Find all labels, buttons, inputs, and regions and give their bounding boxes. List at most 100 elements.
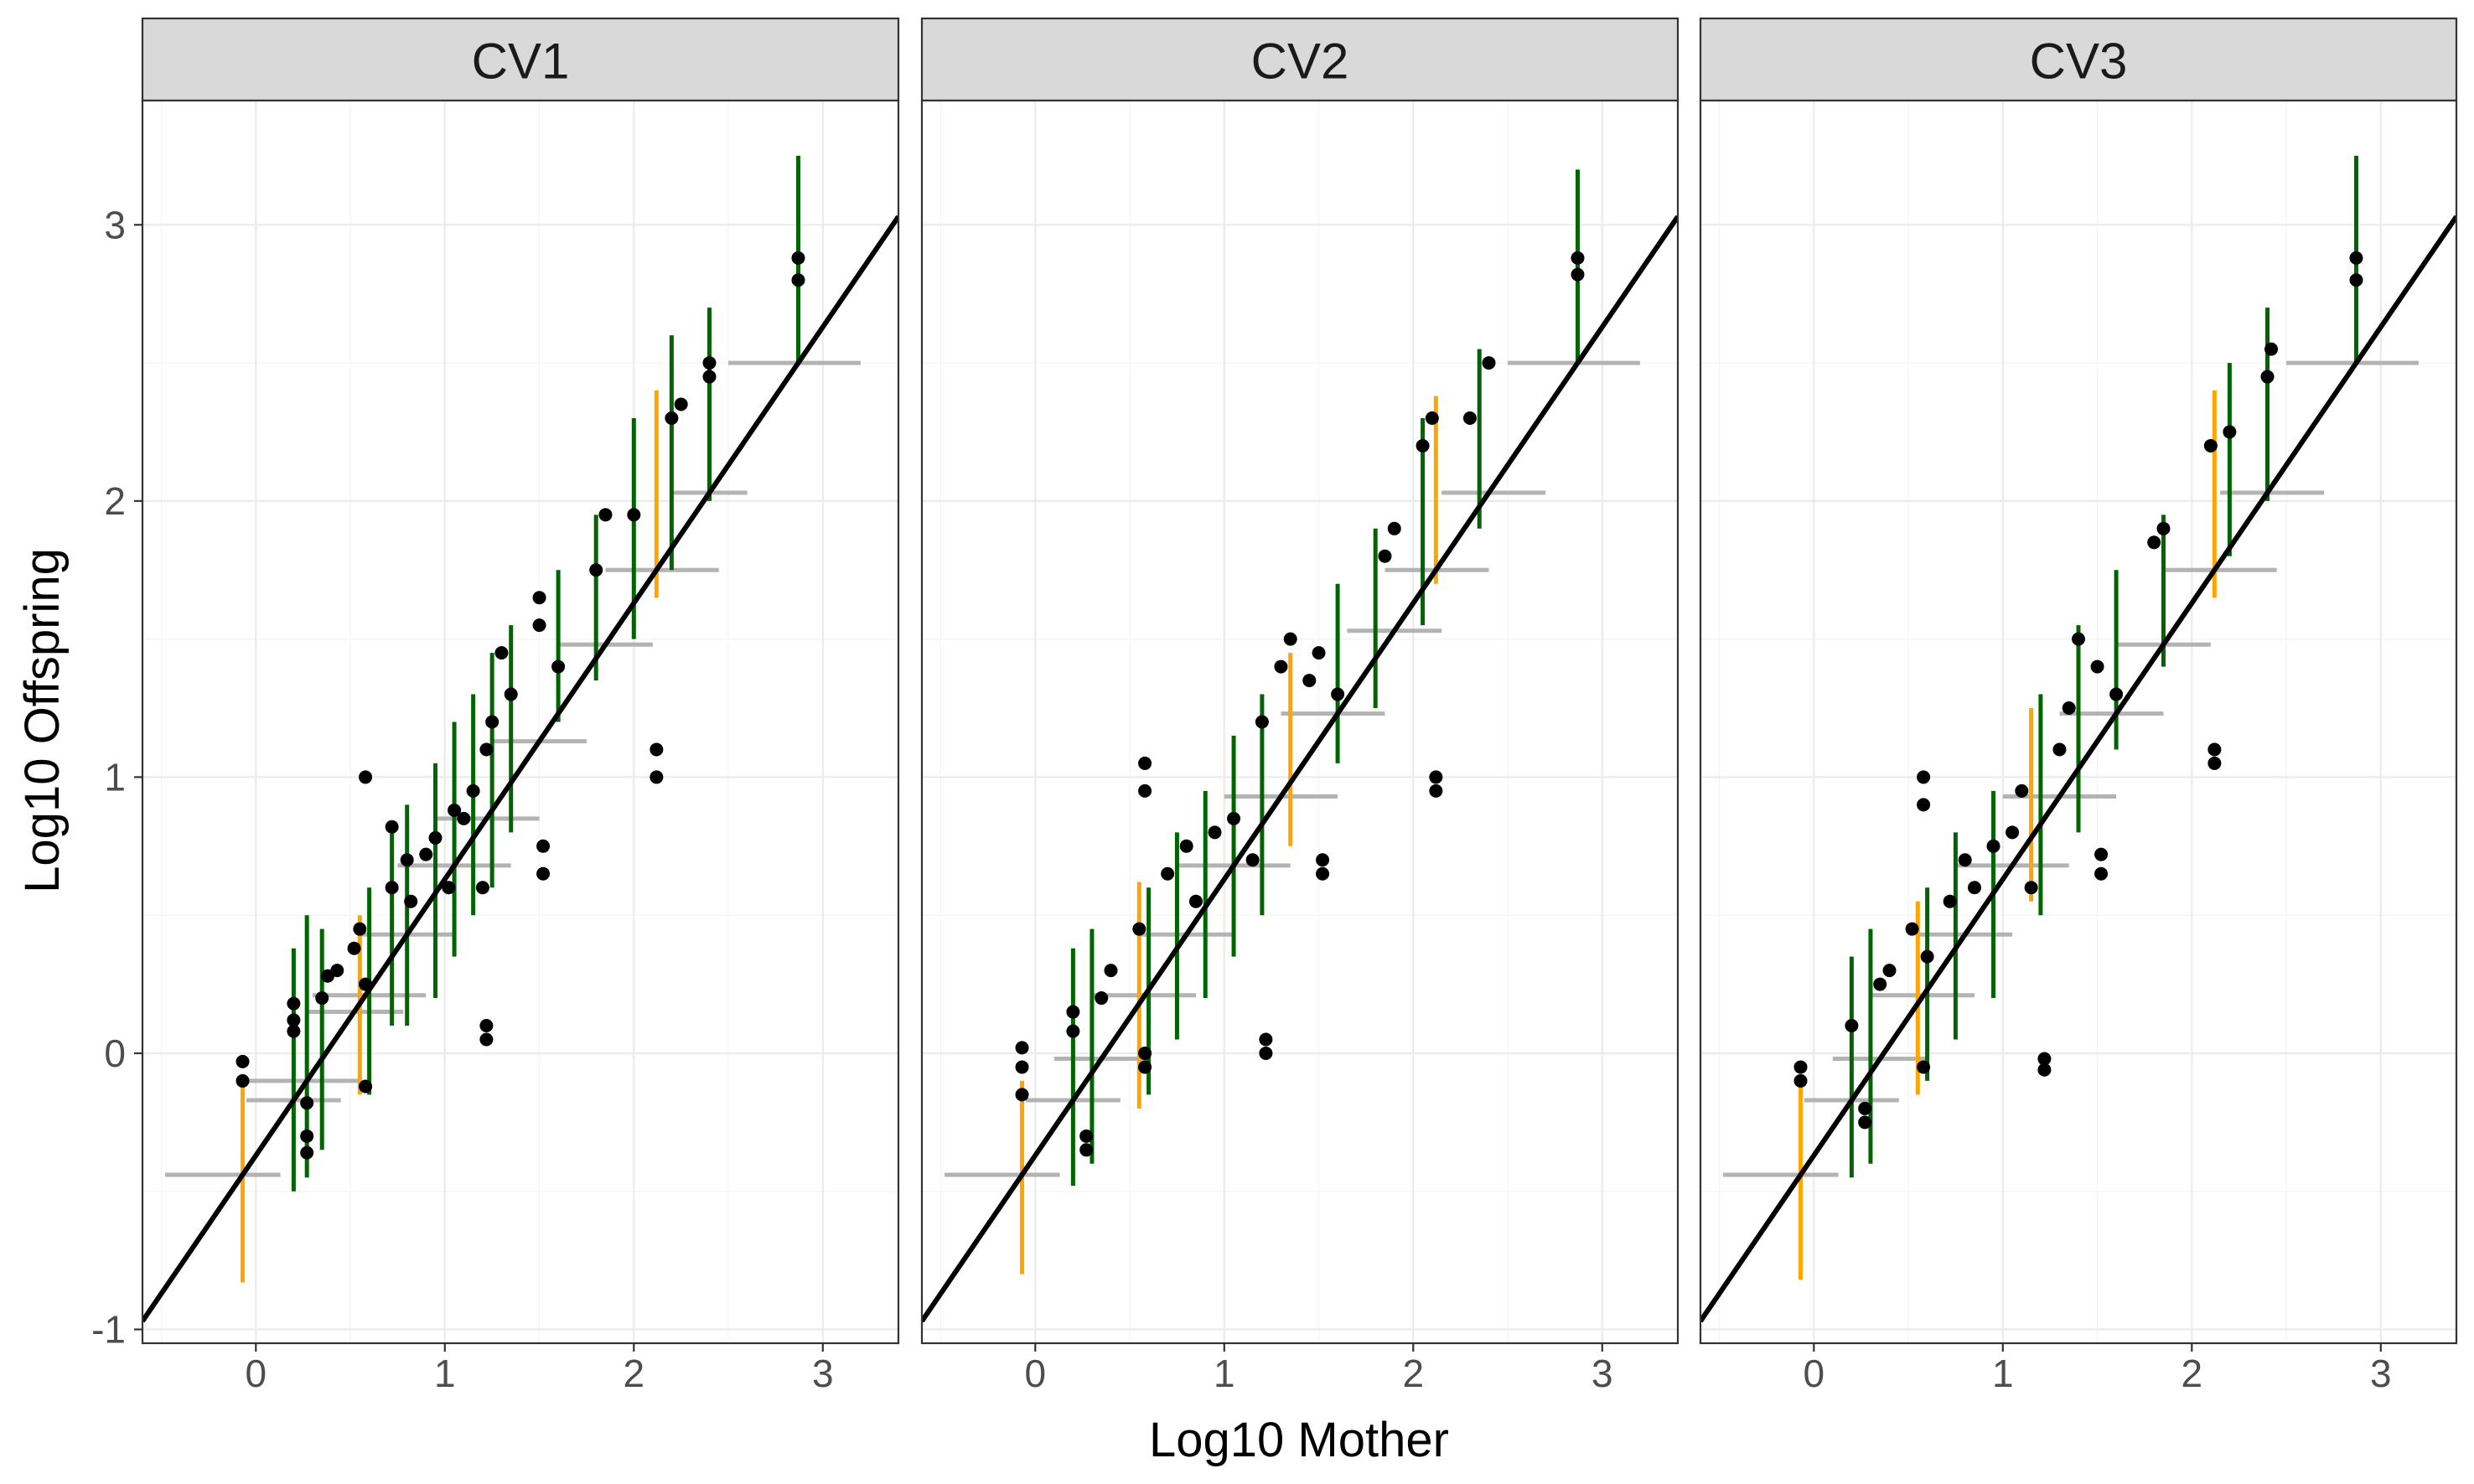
data-point: [1015, 1060, 1029, 1074]
data-point: [1425, 411, 1439, 425]
x-tick-label: 1: [1992, 1352, 2014, 1395]
data-point: [504, 687, 518, 701]
data-point: [1066, 1005, 1080, 1019]
data-point: [235, 1054, 250, 1068]
data-point: [1858, 1115, 1872, 1130]
data-point: [2037, 1052, 2052, 1066]
data-point: [1161, 866, 1175, 881]
x-tick-label: 2: [1403, 1352, 1425, 1395]
data-point: [1482, 356, 1496, 370]
data-point: [2147, 535, 2161, 550]
data-point: [315, 991, 329, 1006]
data-point: [1079, 1143, 1094, 1157]
data-point: [1958, 853, 1972, 867]
data-layer: [922, 169, 1678, 1323]
data-point: [428, 830, 443, 845]
data-layer: [142, 155, 898, 1323]
data-point: [448, 803, 462, 817]
data-point: [466, 783, 480, 798]
x-tick-label: 1: [434, 1352, 456, 1395]
x-axis-title: Log10 Mother: [1149, 1413, 1449, 1467]
data-point: [287, 1013, 301, 1027]
data-point: [330, 964, 344, 978]
data-point: [2109, 687, 2124, 701]
data-point: [1312, 646, 1326, 660]
data-point: [2207, 742, 2222, 757]
data-point: [674, 397, 688, 411]
data-point: [1188, 894, 1203, 908]
facet-label: CV3: [2030, 34, 2128, 90]
data-point: [1917, 770, 1931, 784]
data-point: [2062, 701, 2076, 716]
data-point: [2037, 1063, 2052, 1077]
data-point: [2223, 425, 2237, 439]
data-point: [1858, 1101, 1872, 1115]
data-point: [2024, 881, 2038, 895]
data-point: [650, 770, 664, 784]
data-point: [1316, 853, 1330, 867]
data-point: [359, 770, 373, 784]
data-point: [347, 941, 361, 955]
data-point: [702, 370, 717, 384]
facet-strip: [920, 17, 1680, 102]
x-tick-label: 0: [246, 1352, 267, 1395]
data-point: [665, 411, 679, 425]
data-point: [791, 251, 805, 265]
data-point: [2090, 659, 2104, 674]
x-tick-label: 1: [1214, 1352, 1235, 1395]
data-point: [300, 1096, 314, 1110]
data-point: [1316, 866, 1330, 881]
data-point: [2052, 742, 2067, 757]
data-point: [2094, 866, 2109, 881]
data-point: [1015, 1041, 1029, 1055]
data-point: [1462, 411, 1477, 425]
data-layer: [1700, 155, 2456, 1323]
panel-border: [1699, 99, 2458, 1345]
data-point: [485, 715, 499, 729]
data-point: [494, 646, 509, 660]
data-point: [536, 866, 551, 881]
fit-line: [142, 215, 898, 1323]
data-point: [2015, 783, 2029, 798]
data-point: [1917, 798, 1931, 812]
data-point: [536, 839, 551, 853]
data-point: [1274, 659, 1288, 674]
data-point: [1378, 549, 1392, 563]
fit-line: [922, 215, 1678, 1323]
data-point: [1138, 1046, 1152, 1060]
x-tick-label: 3: [2370, 1352, 2392, 1395]
data-point: [1283, 632, 1297, 646]
data-point: [589, 563, 603, 577]
data-point: [1967, 881, 1981, 895]
data-point: [1429, 770, 1443, 784]
data-point: [400, 853, 414, 867]
data-point: [1845, 1019, 1859, 1033]
data-point: [2264, 342, 2279, 356]
data-point: [532, 618, 546, 633]
data-point: [1416, 438, 1430, 452]
x-tick-label: 2: [624, 1352, 645, 1395]
data-point: [287, 1024, 301, 1038]
panel-border: [920, 99, 1680, 1345]
data-point: [1331, 687, 1345, 701]
facet-strip: [141, 17, 900, 102]
data-point: [385, 881, 399, 895]
data-point: [1429, 783, 1443, 798]
data-point: [2072, 632, 2085, 646]
data-point: [300, 1129, 314, 1143]
facet-label: CV1: [472, 34, 570, 90]
data-point: [791, 273, 805, 287]
data-point: [650, 742, 664, 757]
data-point: [1793, 1060, 1808, 1074]
data-point: [385, 820, 399, 834]
data-point: [1302, 674, 1317, 688]
data-point: [627, 508, 641, 522]
data-point: [1066, 1024, 1080, 1038]
fit-line: [1700, 215, 2456, 1323]
data-point: [353, 922, 367, 936]
data-point: [2349, 251, 2363, 265]
data-point: [419, 847, 433, 861]
data-point: [1943, 894, 1957, 908]
data-point: [2006, 825, 2020, 840]
